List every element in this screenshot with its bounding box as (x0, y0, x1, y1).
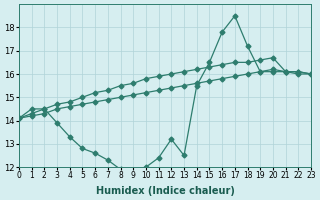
X-axis label: Humidex (Indice chaleur): Humidex (Indice chaleur) (96, 186, 235, 196)
